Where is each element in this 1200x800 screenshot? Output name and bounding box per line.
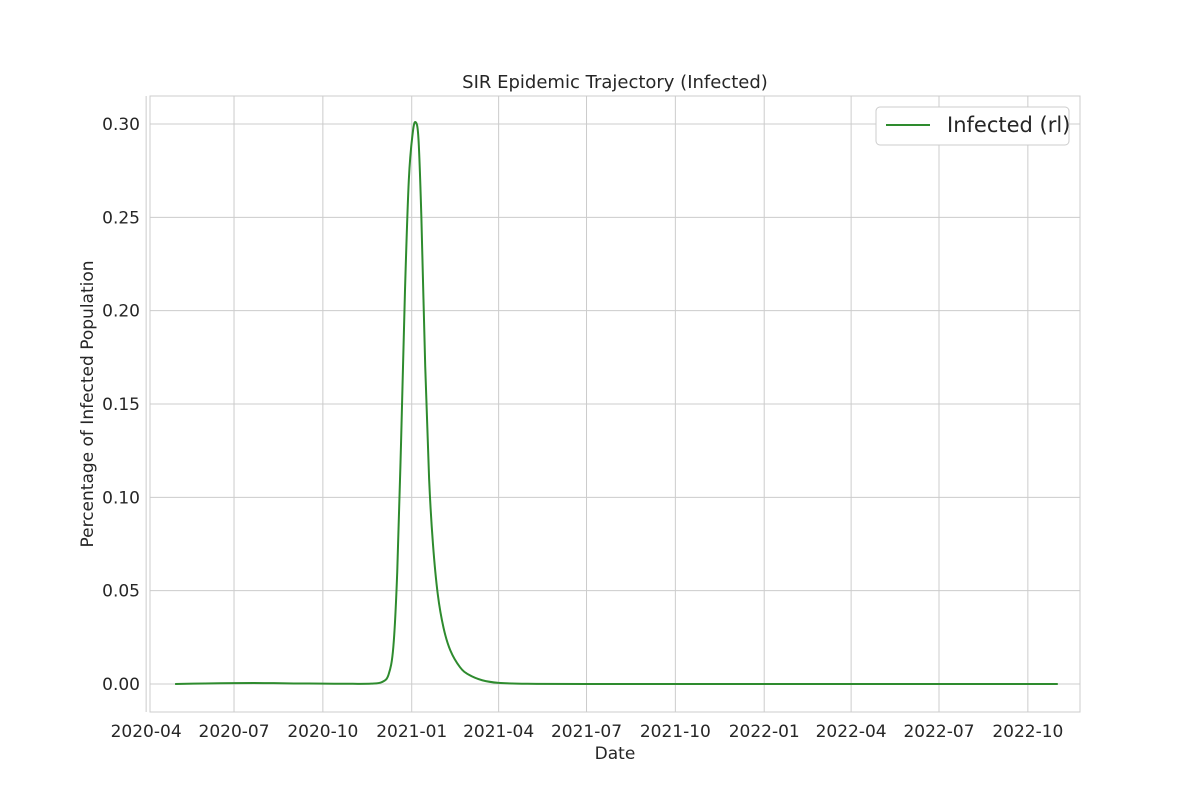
y-tick-label: 0.20	[102, 302, 140, 322]
x-axis-label: Date	[595, 744, 636, 764]
x-tick-label: 2021-04	[463, 722, 534, 742]
x-tick-label: 2022-07	[903, 722, 974, 742]
y-tick-label: 0.00	[102, 675, 140, 695]
y-tick-label: 0.10	[102, 488, 140, 508]
legend: Infected (rl)	[875, 106, 1070, 146]
x-tick-label: 2022-10	[992, 722, 1063, 742]
x-tick-label: 2022-04	[816, 722, 887, 742]
legend-box	[875, 106, 1070, 146]
chart-title: SIR Epidemic Trajectory (Infected)	[462, 72, 768, 93]
y-tick-label: 0.30	[102, 115, 140, 135]
series-layer	[175, 120, 1058, 686]
plot-frame	[149, 95, 1081, 713]
x-tick-label: 2020-10	[287, 722, 358, 742]
x-tick-label: 2020-04	[111, 722, 182, 742]
series-line-infected	[175, 120, 1058, 686]
legend-label: Infected (rl)	[947, 113, 1070, 137]
x-tick-labels: 2020-04 2020-07 2020-10 2021-01 2021-04 2021-…	[111, 722, 1064, 742]
y-tick-label: 0.25	[102, 208, 140, 228]
x-tick-label: 2022-01	[729, 722, 800, 742]
y-tick-labels: 0.00 0.05 0.10 0.15 0.20 0.25 0.30	[102, 115, 140, 695]
y-tick-label: 0.05	[102, 582, 140, 602]
x-tick-label: 2021-10	[640, 722, 711, 742]
y-tick-label: 0.15	[102, 395, 140, 415]
x-tick-label: 2021-07	[551, 722, 622, 742]
x-tick-label: 2021-01	[376, 722, 447, 742]
y-axis-label: Percentage of Infected Population	[78, 260, 98, 547]
x-tick-label: 2020-07	[199, 722, 270, 742]
